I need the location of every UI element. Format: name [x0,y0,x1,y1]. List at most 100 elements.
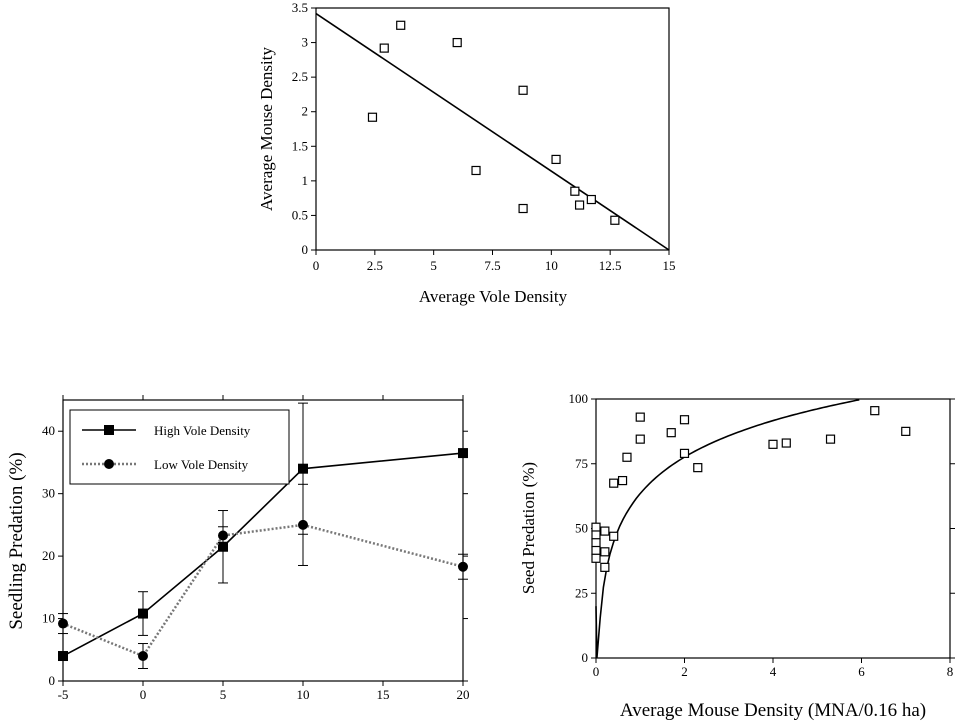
series-high [58,402,468,662]
y-axis-label: Seedling Predation (%) [6,452,27,629]
data-point [693,463,703,473]
x-ticks: 0 2 4 6 8 [593,658,954,679]
data-point [781,438,791,448]
x-tick-label: 0 [313,258,320,273]
y-axis-label: Average Mouse Density [257,47,276,211]
x-tick-label: 0 [593,664,600,679]
plot-frame [595,398,951,659]
data-point [458,448,468,459]
x-tick-label: 15 [377,687,390,702]
data-point [617,475,628,486]
data-point [138,651,148,662]
series-low [58,483,468,670]
y-tick-label: 30 [42,486,55,501]
data-point [635,434,645,444]
y-ticks: 0 25 50 75 100 [569,391,955,665]
data-point [551,154,561,165]
data-point [574,200,585,210]
seed-predation-panel: 0 2 4 6 8 0 25 50 75 100 Average Mouse Density (… [519,391,955,721]
y-tick-label: 40 [42,423,55,438]
x-tick-label: 20 [457,687,470,702]
data-point [138,608,148,619]
y-ticks: 0 0.5 1 1.5 2 2.5 3 3.5 [292,0,316,257]
series [58,402,468,670]
data-point [58,618,68,629]
data-point [600,547,610,557]
data-points [367,20,620,225]
fit-curve [595,399,860,659]
x-tick-label: 6 [858,664,865,679]
x-tick-label: -5 [58,687,69,702]
data-point [610,215,620,225]
data-points [591,406,911,572]
x-tick-label: 15 [663,258,676,273]
legend-marker-high [104,425,114,435]
data-point [622,452,632,462]
data-point [518,203,528,214]
data-point [591,522,601,532]
series-line [62,523,464,658]
data-point [586,194,596,205]
data-point [471,165,481,176]
x-tick-label: 2 [681,664,688,679]
data-point [591,538,601,548]
data-point [367,112,378,122]
y-tick-label: 3 [302,35,309,50]
data-point [609,531,619,541]
y-tick-label: 3.5 [292,0,308,15]
y-tick-label: 100 [569,391,589,406]
legend: High Vole Density Low Vole Density [69,409,290,485]
data-point [298,519,308,530]
y-tick-label: 20 [42,548,55,563]
x-tick-label: 10 [545,258,558,273]
data-point [666,428,676,438]
x-ticks: -5 0 5 10 15 20 [58,395,470,702]
y-tick-label: 75 [575,456,588,471]
data-point [825,434,836,444]
data-point [901,426,911,436]
data-point [591,553,601,563]
y-tick-label: 10 [42,611,55,626]
x-tick-label: 5 [220,687,227,702]
data-point [58,651,68,662]
x-ticks: 0 2.5 5 7.5 10 12.5 15 [313,250,676,273]
y-tick-label: 0 [49,673,56,688]
plot-frame [62,399,464,682]
x-axis-label: Average Vole Density [419,287,568,306]
data-point [218,541,228,552]
data-point [600,526,610,536]
data-point [518,85,528,95]
x-tick-label: 12.5 [599,258,622,273]
x-tick-label: 8 [947,664,954,679]
data-point [635,412,645,422]
data-point [591,545,601,556]
x-tick-label: 0 [140,687,147,702]
x-tick-label: 5 [430,258,437,273]
y-tick-label: 1.5 [292,138,308,153]
legend-label-low: Low Vole Density [154,457,249,472]
x-tick-label: 2.5 [367,258,383,273]
legend-marker-low [104,459,114,469]
x-tick-label: 10 [297,687,310,702]
data-point [298,463,308,474]
data-point [379,43,389,53]
legend-box [69,409,290,485]
data-point [396,20,406,30]
data-point [458,561,468,572]
y-axis-label: Seed Predation (%) [519,462,538,594]
data-point [768,439,778,449]
data-point [570,186,580,196]
data-point [591,530,601,540]
x-axis-label: Average Mouse Density (MNA/0.16 ha) [620,700,926,721]
y-tick-label: 0 [302,242,309,257]
y-tick-label: 0 [582,650,589,665]
x-tick-label: 4 [770,664,777,679]
y-tick-label: 1 [302,173,309,188]
data-point [600,562,610,572]
y-tick-label: 0.5 [292,207,308,222]
data-point [679,448,690,458]
y-tick-label: 2.5 [292,69,308,84]
data-point [218,530,228,541]
